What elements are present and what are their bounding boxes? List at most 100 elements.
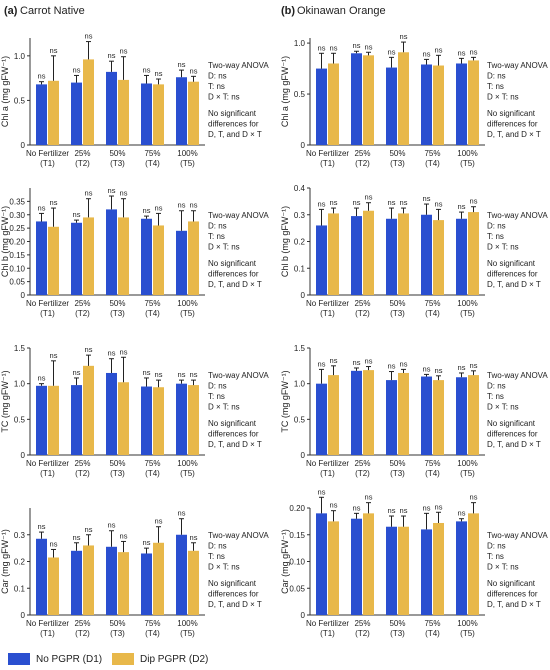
bar-d1 — [106, 546, 117, 615]
significance-label: ns — [458, 202, 466, 211]
bar-d1 — [36, 385, 47, 455]
bar-d2 — [188, 550, 199, 615]
significance-label: ns — [318, 43, 326, 52]
x-tick-label: 75% — [144, 459, 160, 468]
anova-annotation: D, T, and D × T — [487, 280, 541, 289]
bar-d1 — [176, 77, 187, 145]
anova-annotation: differences for — [208, 120, 259, 129]
x-tick-label: 50% — [389, 149, 405, 158]
y-axis-label: Car (mg gFW⁻¹) — [280, 529, 290, 594]
legend-d2: Dip PGPR (D2) — [112, 653, 208, 665]
bar-d1 — [386, 380, 397, 455]
significance-label: ns — [330, 198, 338, 207]
anova-annotation: D: ns — [208, 542, 227, 551]
x-tick-sublabel: (T3) — [390, 159, 405, 168]
significance-label: ns — [400, 198, 408, 207]
y-tick-label: 0 — [21, 451, 26, 460]
anova-annotation: D × T: ns — [487, 563, 519, 572]
x-tick-label: 25% — [354, 459, 370, 468]
y-tick-label: 0 — [301, 141, 306, 150]
x-tick-label: No Fertilizer — [306, 459, 349, 468]
x-tick-sublabel: (T5) — [180, 629, 195, 638]
significance-label: ns — [108, 186, 116, 195]
significance-label: ns — [318, 487, 326, 496]
significance-label: ns — [190, 201, 198, 210]
x-tick-sublabel: (T2) — [75, 159, 90, 168]
x-tick-label: No Fertilizer — [306, 619, 349, 628]
y-axis-label: TC (mg gFW⁻¹) — [0, 370, 10, 432]
bar-d2 — [48, 226, 59, 295]
anova-annotation: D, T, and D × T — [487, 600, 541, 609]
anova-annotation: D, T, and D × T — [487, 130, 541, 139]
anova-annotation: differences for — [208, 590, 259, 599]
x-tick-sublabel: (T5) — [180, 159, 195, 168]
bar-d1 — [36, 538, 47, 615]
significance-label: ns — [470, 493, 478, 502]
significance-label: ns — [155, 69, 163, 78]
x-tick-sublabel: (T1) — [320, 469, 335, 478]
significance-label: ns — [365, 493, 373, 502]
significance-label: ns — [435, 199, 443, 208]
anova-annotation: T: ns — [487, 392, 504, 401]
x-tick-label: 50% — [389, 459, 405, 468]
x-tick-label: No Fertilizer — [26, 299, 69, 308]
significance-label: ns — [353, 198, 361, 207]
x-tick-label: 100% — [177, 459, 197, 468]
anova-annotation: Two-way ANOVA — [487, 61, 548, 70]
y-axis-label: Chl b (mg gFW⁻¹) — [0, 206, 10, 277]
x-tick-label: No Fertilizer — [306, 299, 349, 308]
x-tick-sublabel: (T1) — [40, 309, 55, 318]
significance-label: ns — [330, 501, 338, 510]
bar-d2 — [398, 52, 409, 146]
y-tick-label: 0 — [301, 291, 306, 300]
significance-label: ns — [50, 539, 58, 548]
anova-annotation: differences for — [208, 430, 259, 439]
significance-label: ns — [353, 41, 361, 50]
y-tick-label: 0.20 — [289, 504, 305, 513]
legend-label-d1: No PGPR (D1) — [36, 653, 103, 665]
x-tick-label: 75% — [424, 459, 440, 468]
x-tick-sublabel: (T2) — [355, 159, 370, 168]
x-tick-sublabel: (T1) — [320, 309, 335, 318]
bar-d1 — [106, 71, 117, 145]
x-tick-sublabel: (T3) — [390, 469, 405, 478]
significance-label: ns — [400, 359, 408, 368]
y-tick-label: 0.10 — [289, 558, 305, 567]
anova-annotation: Two-way ANOVA — [208, 211, 269, 220]
significance-label: ns — [155, 370, 163, 379]
anova-annotation: No significant — [487, 259, 536, 268]
anova-annotation: T: ns — [487, 82, 504, 91]
significance-label: ns — [330, 356, 338, 365]
x-tick-sublabel: (T4) — [145, 629, 160, 638]
y-tick-label: 0.25 — [9, 224, 25, 233]
bar-d2 — [48, 557, 59, 615]
bar-d2 — [83, 217, 94, 295]
anova-annotation: differences for — [487, 430, 538, 439]
significance-label: ns — [73, 533, 81, 542]
x-tick-sublabel: (T4) — [145, 469, 160, 478]
x-tick-sublabel: (T1) — [40, 469, 55, 478]
x-tick-sublabel: (T3) — [390, 309, 405, 318]
bar-d1 — [316, 383, 327, 455]
anova-annotation: D, T, and D × T — [208, 440, 262, 449]
significance-label: ns — [435, 45, 443, 54]
bar-d2 — [398, 213, 409, 295]
significance-label: ns — [388, 362, 396, 371]
significance-label: ns — [470, 47, 478, 56]
significance-label: ns — [435, 502, 443, 511]
x-tick-label: 100% — [457, 459, 477, 468]
significance-label: ns — [73, 368, 81, 377]
y-tick-label: 0.5 — [14, 96, 26, 105]
anova-annotation: No significant — [487, 109, 536, 118]
y-tick-label: 0.30 — [9, 211, 25, 220]
anova-annotation: D × T: ns — [487, 403, 519, 412]
bar-d1 — [456, 521, 467, 615]
anova-annotation: Two-way ANOVA — [487, 211, 548, 220]
x-tick-label: 25% — [74, 149, 90, 158]
y-tick-label: 0 — [21, 611, 26, 620]
